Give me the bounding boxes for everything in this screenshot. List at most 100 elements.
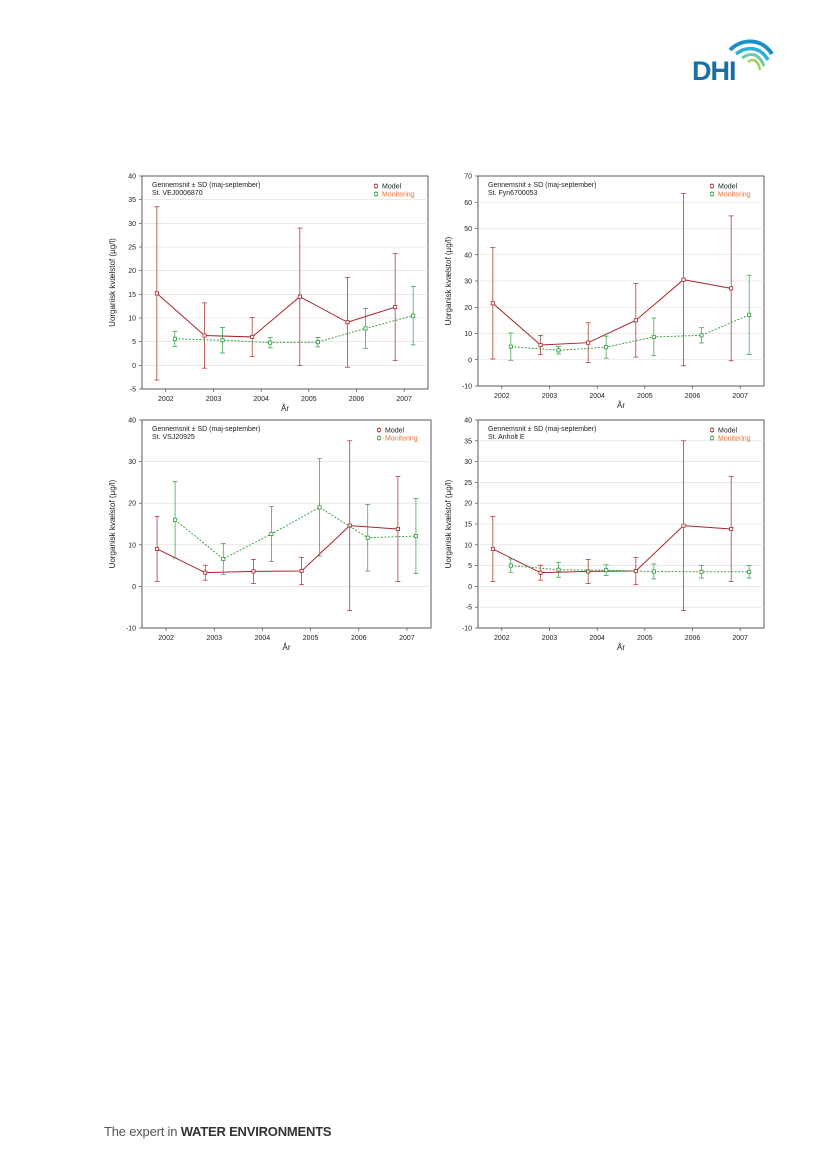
y-tick-label: 25 [464, 480, 472, 487]
y-tick-label: 30 [464, 459, 472, 466]
data-point [604, 568, 609, 573]
y-tick-label: -10 [462, 384, 472, 391]
data-point [363, 326, 368, 331]
y-tick-label: 0 [132, 584, 136, 591]
chart-subtitle: St. Fyn6700053 [488, 190, 538, 197]
x-tick-label: 2004 [589, 393, 605, 400]
legend-marker [710, 184, 714, 188]
chart-title: Gennemsnit ± SD (maj-september) [488, 182, 597, 189]
y-tick-label: 5 [468, 563, 472, 570]
logo-text: DHI [692, 56, 736, 86]
data-point [221, 556, 226, 561]
series-line-monitoring [174, 315, 414, 344]
data-point [173, 517, 178, 522]
chart-1: -5 0 5 10 15 20 25 30 35 40 2002 2003 2004 2005 2006 20… [108, 174, 429, 413]
plot-frame [141, 419, 432, 629]
x-tick-label: 2006 [685, 393, 701, 400]
y-tick-label: 0 [468, 584, 472, 591]
legend-label: Model [382, 184, 402, 191]
y-tick-label: 10 [128, 542, 136, 549]
y-tick-label: 20 [128, 501, 136, 508]
legend-label: Monitering [718, 436, 751, 443]
x-tick-label: 2007 [396, 396, 412, 403]
legend-label: Monitering [718, 192, 751, 199]
y-tick-label: 20 [464, 501, 472, 508]
data-point [729, 526, 734, 531]
y-tick-label: -5 [466, 605, 472, 612]
x-tick-label: 2005 [301, 396, 317, 403]
data-point [297, 294, 302, 299]
data-point [508, 344, 513, 349]
x-tick-label: 2003 [542, 635, 558, 642]
footer-prefix: The expert in [104, 1124, 181, 1139]
y-tick-label: 5 [132, 339, 136, 346]
legend-label: Monitering [382, 192, 415, 199]
y-tick-label: 20 [464, 305, 472, 312]
y-tick-label: 15 [128, 292, 136, 299]
data-point [411, 313, 416, 318]
data-point [681, 523, 686, 528]
data-point [250, 334, 255, 339]
data-point [317, 505, 322, 510]
data-point [729, 286, 734, 291]
x-tick-label: 2006 [351, 635, 367, 642]
data-point [586, 340, 591, 345]
series-line-model [492, 525, 732, 574]
y-tick-label: 35 [464, 438, 472, 445]
chart-4: -10 -5 0 5 10 15 20 25 30 35 40 2002 2003 2004 2005 200… [444, 418, 765, 652]
x-tick-label: 2003 [206, 396, 222, 403]
legend-marker [710, 192, 714, 196]
y-tick-label: 50 [464, 226, 472, 233]
y-tick-label: 60 [464, 200, 472, 207]
x-tick-label: 2007 [399, 635, 415, 642]
data-point [220, 338, 225, 343]
y-tick-label: 30 [128, 459, 136, 466]
y-tick-label: -10 [126, 626, 136, 633]
x-tick-label: 2002 [158, 635, 174, 642]
chart-2: -10 0 10 20 30 40 50 60 70 2002 2003 2004 2005 2006 20… [444, 174, 765, 410]
chart-title: Gennemsnit ± SD (maj-september) [152, 426, 261, 433]
y-axis-label: Uorganisk kvælstof (µg/l) [108, 238, 117, 327]
y-tick-label: 40 [128, 174, 136, 181]
data-point [633, 318, 638, 323]
data-point [490, 546, 495, 551]
y-tick-label: 10 [464, 331, 472, 338]
y-axis-label: Uorganisk kvælstof (µg/l) [108, 479, 117, 568]
data-point [538, 570, 543, 575]
data-point [315, 340, 320, 345]
data-point [699, 569, 704, 574]
data-point [538, 343, 543, 348]
data-point [172, 336, 177, 341]
y-tick-label: 20 [128, 268, 136, 275]
x-tick-label: 2007 [732, 635, 748, 642]
y-axis-label: Uorganisk kvælstof (µg/l) [444, 479, 453, 568]
wave-icon [728, 39, 774, 71]
data-point [365, 535, 370, 540]
chart-subtitle: St. VSJ20925 [152, 434, 195, 441]
x-axis-label: År [283, 643, 291, 652]
x-tick-label: 2005 [637, 635, 653, 642]
data-point [604, 345, 609, 350]
y-tick-label: 0 [468, 357, 472, 364]
y-tick-label: -5 [130, 387, 136, 394]
series-line-monitoring [510, 565, 750, 573]
data-point [251, 569, 256, 574]
data-point [699, 333, 704, 338]
data-point [556, 348, 561, 353]
data-point [155, 546, 160, 551]
series-line-model [492, 279, 732, 346]
legend-marker [377, 428, 381, 432]
x-tick-label: 2004 [253, 396, 269, 403]
dhi-logo: DHI [692, 36, 776, 86]
y-tick-label: 40 [464, 418, 472, 425]
x-tick-label: 2004 [589, 635, 605, 642]
data-point [747, 312, 752, 317]
data-point [413, 534, 418, 539]
legend-marker [710, 428, 714, 432]
y-tick-label: 0 [132, 363, 136, 370]
y-tick-label: 25 [128, 245, 136, 252]
y-axis-label: Uorganisk kvælstof (µg/l) [444, 236, 453, 325]
legend-label: Model [718, 428, 738, 435]
chart-subtitle: St. Anholt E [488, 434, 525, 441]
